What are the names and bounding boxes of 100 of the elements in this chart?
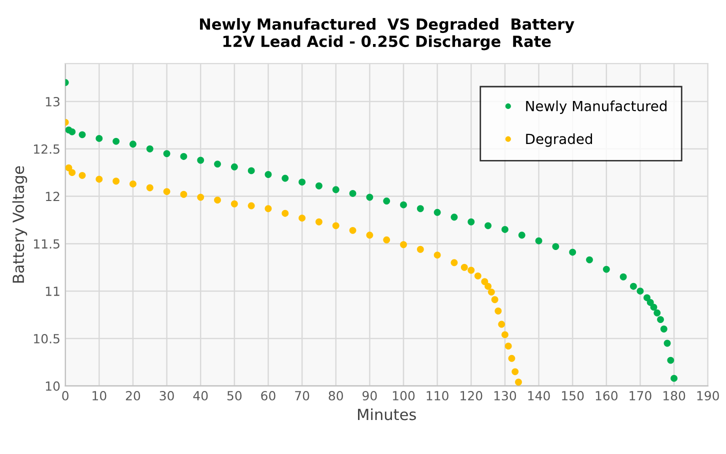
x-tick-label: 10 xyxy=(92,390,106,400)
point xyxy=(654,309,661,316)
x-tick-label: 80 xyxy=(328,390,343,400)
point xyxy=(630,282,637,290)
point xyxy=(518,232,526,239)
point xyxy=(96,176,103,183)
x-tick-label: 70 xyxy=(295,390,310,400)
point xyxy=(515,378,522,386)
point xyxy=(315,218,322,226)
point xyxy=(494,308,502,314)
point xyxy=(400,201,407,208)
x-tick-label: 50 xyxy=(227,390,242,400)
point xyxy=(644,294,650,302)
y-tick-label: 11 xyxy=(46,286,60,296)
point xyxy=(78,172,86,179)
x-tick-label: 130 xyxy=(494,390,516,400)
point xyxy=(508,354,516,362)
point xyxy=(636,288,644,295)
point xyxy=(481,278,488,286)
point xyxy=(298,178,306,186)
x-tick-label: 40 xyxy=(193,390,208,400)
point xyxy=(535,237,542,244)
x-tick-label: 90 xyxy=(362,390,377,400)
x-tick-label: 170 xyxy=(630,390,652,400)
point xyxy=(264,205,272,212)
point xyxy=(180,152,188,160)
point xyxy=(130,140,136,148)
x-tick-label: 20 xyxy=(126,390,140,400)
point xyxy=(197,194,204,201)
point xyxy=(569,248,576,256)
point xyxy=(416,205,424,212)
point xyxy=(468,266,475,274)
point xyxy=(332,222,340,230)
point xyxy=(332,186,340,194)
point xyxy=(78,131,86,138)
point xyxy=(468,218,475,226)
point xyxy=(552,243,560,250)
x-tick-label: 190 xyxy=(697,390,719,400)
point xyxy=(214,160,221,168)
point xyxy=(434,208,441,216)
y-tick-label: 11.5 xyxy=(34,239,60,249)
point xyxy=(282,174,289,182)
point xyxy=(366,194,374,201)
y-tick-label: 12.5 xyxy=(34,144,60,154)
point xyxy=(146,145,154,152)
point xyxy=(620,273,627,280)
point xyxy=(68,128,76,136)
point xyxy=(460,264,468,271)
point xyxy=(646,299,654,306)
point xyxy=(163,150,170,158)
point xyxy=(230,200,238,208)
y-axis-title: Battery Voltage xyxy=(12,166,28,283)
point xyxy=(248,202,255,210)
y-tick-label: 12 xyxy=(46,192,60,202)
point xyxy=(383,198,390,204)
point xyxy=(112,178,120,185)
point xyxy=(112,138,120,145)
point xyxy=(484,222,492,230)
x-tick-label: 60 xyxy=(261,390,276,400)
x-tick-label: 150 xyxy=(562,390,584,400)
x-tick-label: 100 xyxy=(392,390,415,400)
point xyxy=(504,342,512,350)
point xyxy=(282,210,289,217)
x-tick-label: 180 xyxy=(663,390,686,400)
point xyxy=(512,368,519,376)
point xyxy=(491,296,498,304)
point xyxy=(180,190,188,198)
point xyxy=(657,316,664,324)
x-tick-label: 0 xyxy=(62,390,68,400)
point xyxy=(315,182,322,190)
point xyxy=(474,272,482,280)
point xyxy=(163,188,170,196)
y-tick-label: 13 xyxy=(46,96,60,106)
y-tick-label: 10 xyxy=(46,381,60,391)
x-tick-label: 160 xyxy=(596,390,618,400)
y-tick-label: 10.5 xyxy=(34,334,60,344)
point xyxy=(366,232,374,239)
point xyxy=(130,180,136,188)
x-tick-label: 120 xyxy=(460,390,482,400)
x-axis-title: Minutes xyxy=(358,408,416,420)
point xyxy=(214,196,221,204)
point xyxy=(68,169,76,176)
point xyxy=(484,282,492,290)
point xyxy=(146,184,154,192)
point xyxy=(450,259,458,266)
point xyxy=(383,236,390,244)
point xyxy=(586,256,593,264)
legend-label: Degraded xyxy=(526,133,592,147)
point xyxy=(650,304,658,311)
point xyxy=(434,252,441,259)
chart-title: Newly Manufactured VS Degraded Battery 12V Lead Acid - 0.25C Discharge Rate xyxy=(200,18,574,50)
point xyxy=(96,134,103,142)
point xyxy=(498,320,506,328)
point xyxy=(501,331,508,338)
point xyxy=(660,326,668,332)
point xyxy=(450,214,458,221)
point xyxy=(349,226,356,234)
point xyxy=(65,164,72,172)
point xyxy=(501,226,508,233)
point xyxy=(197,156,204,164)
